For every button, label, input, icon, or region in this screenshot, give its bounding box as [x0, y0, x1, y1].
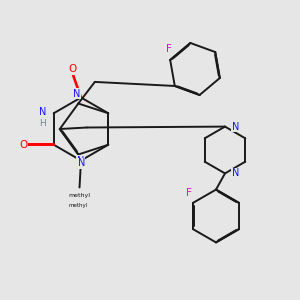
- Text: N: N: [77, 155, 84, 166]
- Text: N: N: [73, 89, 80, 99]
- Text: O: O: [68, 64, 76, 74]
- Text: methyl: methyl: [68, 194, 91, 198]
- Text: N: N: [39, 107, 46, 117]
- Text: H: H: [39, 119, 46, 128]
- Text: methyl: methyl: [68, 202, 88, 208]
- Text: F: F: [166, 44, 172, 55]
- Text: N: N: [232, 168, 239, 178]
- Text: N: N: [78, 158, 85, 169]
- Text: F: F: [186, 188, 192, 198]
- Text: N: N: [232, 122, 239, 132]
- Text: O: O: [20, 140, 28, 150]
